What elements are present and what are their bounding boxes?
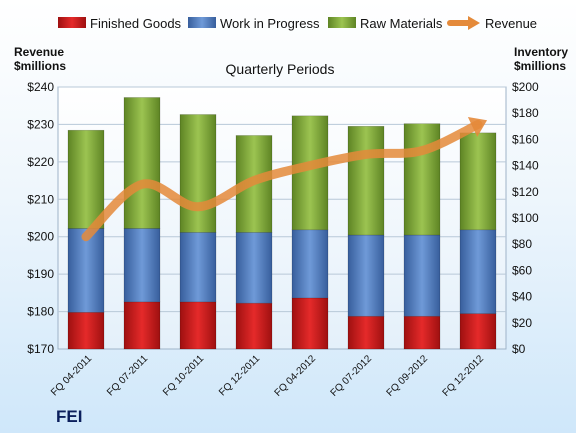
right-axis-title-line1: Inventory bbox=[514, 45, 568, 59]
bar-raw-materials bbox=[123, 97, 161, 229]
right-tick-label: $100 bbox=[512, 211, 539, 225]
right-axis-ticks: $0 $20 $40 $60 $80 $100 $120 $140 $160 $180 $200 bbox=[512, 80, 539, 356]
left-tick-label: $210 bbox=[27, 192, 54, 206]
x-tick-label: FQ 12-2011 bbox=[217, 353, 262, 398]
left-tick-label: $220 bbox=[27, 155, 54, 169]
right-tick-label: $40 bbox=[512, 290, 532, 304]
bar-raw-materials bbox=[403, 123, 441, 236]
bar-finished-goods bbox=[235, 302, 273, 350]
x-tick-label: FQ 07-2011 bbox=[105, 353, 150, 398]
right-tick-label: $200 bbox=[512, 80, 539, 94]
chart-title: Quarterly Periods bbox=[226, 61, 335, 77]
bar-work-in-progress bbox=[235, 232, 273, 304]
x-tick-label: FQ 07-2012 bbox=[329, 353, 375, 399]
right-tick-label: $80 bbox=[512, 237, 532, 251]
legend-label-revenue: Revenue bbox=[485, 16, 537, 31]
bar-finished-goods bbox=[123, 301, 161, 350]
legend-swatch-raw-materials bbox=[328, 17, 356, 28]
legend-item-raw-materials: Raw Materials bbox=[328, 16, 443, 31]
bar-finished-goods bbox=[403, 315, 441, 350]
legend: Finished Goods Work in Progress Raw Mate… bbox=[58, 16, 537, 31]
x-tick-label: FQ 09-2012 bbox=[385, 353, 431, 399]
bar-finished-goods bbox=[179, 301, 217, 350]
left-tick-label: $230 bbox=[27, 117, 54, 131]
bar-work-in-progress bbox=[403, 234, 441, 317]
x-tick-label: FQ 04-2011 bbox=[49, 353, 94, 398]
x-axis-ticks: FQ 04-2011 FQ 07-2011 FQ 10-2011 FQ 12-2011… bbox=[49, 353, 486, 399]
company-logo-text: FEI bbox=[56, 407, 82, 426]
right-tick-label: $0 bbox=[512, 342, 526, 356]
bar-finished-goods bbox=[291, 297, 329, 350]
revenue-arrowhead bbox=[467, 117, 488, 137]
left-tick-label: $240 bbox=[27, 80, 54, 94]
revenue-line-group bbox=[81, 117, 488, 242]
left-tick-label: $200 bbox=[27, 230, 54, 244]
legend-label-work-in-progress: Work in Progress bbox=[220, 16, 320, 31]
legend-label-raw-materials: Raw Materials bbox=[360, 16, 443, 31]
bar-work-in-progress bbox=[459, 229, 497, 314]
bar-work-in-progress bbox=[67, 228, 105, 313]
left-axis-ticks: $170 $180 $190 $200 $210 $220 $230 $240 bbox=[27, 80, 54, 356]
left-axis-title-line1: Revenue bbox=[14, 45, 64, 59]
revenue-line bbox=[81, 119, 483, 242]
right-tick-label: $120 bbox=[512, 185, 539, 199]
right-tick-label: $160 bbox=[512, 132, 539, 146]
x-tick-label: FQ 12-2012 bbox=[441, 353, 487, 399]
bar-work-in-progress bbox=[347, 234, 385, 317]
stacked-bars bbox=[67, 97, 497, 350]
left-axis-title-line2: $millions bbox=[14, 59, 66, 73]
x-tick-label: FQ 04-2012 bbox=[273, 353, 319, 399]
left-tick-label: $190 bbox=[27, 267, 54, 281]
bar-raw-materials bbox=[347, 126, 385, 236]
left-tick-label: $180 bbox=[27, 305, 54, 319]
left-tick-label: $170 bbox=[27, 342, 54, 356]
bar-finished-goods bbox=[459, 313, 497, 350]
bar-work-in-progress bbox=[179, 232, 217, 303]
legend-label-finished-goods: Finished Goods bbox=[90, 16, 182, 31]
bar-finished-goods bbox=[67, 312, 105, 350]
bar-raw-materials bbox=[179, 114, 217, 233]
bar-work-in-progress bbox=[123, 228, 161, 303]
bar-raw-materials bbox=[67, 129, 105, 229]
bar-finished-goods bbox=[347, 315, 385, 350]
right-tick-label: $140 bbox=[512, 159, 539, 173]
legend-arrowhead-revenue bbox=[468, 16, 480, 30]
legend-item-finished-goods: Finished Goods bbox=[58, 16, 182, 31]
right-tick-label: $60 bbox=[512, 263, 532, 277]
right-tick-label: $20 bbox=[512, 316, 532, 330]
right-tick-label: $180 bbox=[512, 106, 539, 120]
right-axis-title-line2: $millions bbox=[514, 59, 566, 73]
legend-swatch-finished-goods bbox=[58, 17, 86, 28]
legend-item-work-in-progress: Work in Progress bbox=[188, 16, 320, 31]
bar-work-in-progress bbox=[291, 229, 329, 299]
x-tick-label: FQ 10-2011 bbox=[161, 353, 206, 398]
legend-item-revenue: Revenue bbox=[447, 16, 537, 31]
bar-raw-materials bbox=[459, 132, 497, 231]
legend-swatch-work-in-progress bbox=[188, 17, 216, 28]
